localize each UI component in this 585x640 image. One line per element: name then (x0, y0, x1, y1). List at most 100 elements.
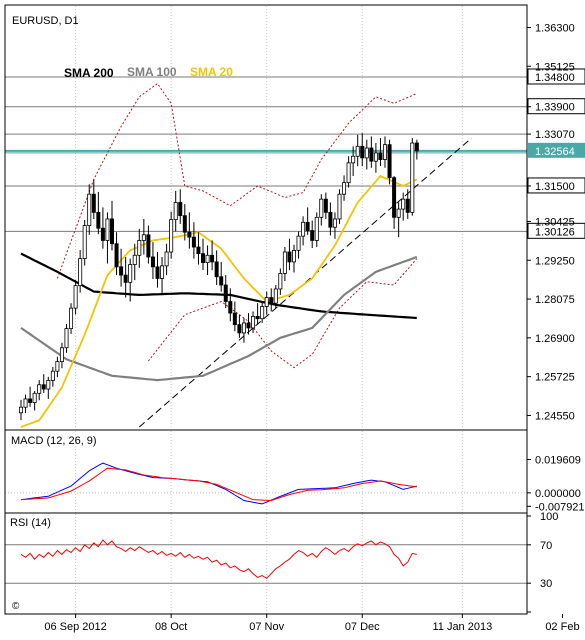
candle-body (37, 384, 42, 394)
level-label: 1.31500 (535, 181, 575, 193)
level-label-box (527, 68, 585, 85)
candle-body (28, 398, 33, 403)
candle (405, 189, 410, 219)
candle-body (392, 177, 397, 218)
candle-body (342, 182, 347, 195)
candle-body (255, 315, 260, 320)
candle-body (182, 215, 187, 233)
level-label: 1.34800 (535, 72, 575, 84)
candle (160, 256, 165, 294)
candle (123, 256, 128, 298)
candle (246, 313, 251, 335)
current-price-box (528, 142, 585, 158)
candle (69, 303, 74, 334)
candle-body (100, 227, 105, 241)
candle-body (314, 216, 319, 241)
candle (401, 192, 406, 221)
candle (64, 323, 69, 353)
candle (223, 275, 228, 309)
candle-body (50, 370, 55, 381)
bollinger-lower-band (148, 258, 418, 369)
rsi-tick-label: 70 (540, 540, 552, 552)
candle (282, 247, 287, 282)
macd-panel (5, 462, 527, 505)
rsi-tick-label: 30 (540, 578, 552, 590)
candle-body (123, 274, 128, 283)
candle-body (164, 251, 169, 267)
candle (187, 212, 192, 249)
candle (387, 139, 392, 185)
candle (291, 244, 296, 273)
x-tick-label: 11 Jan 2013 (432, 621, 492, 633)
level-label: 1.33900 (535, 102, 575, 114)
x-tick-label: 08 Oct (155, 621, 187, 633)
candle (96, 191, 101, 235)
candle-body (382, 144, 387, 160)
candle-body (405, 198, 410, 213)
candle (360, 133, 365, 167)
candle (328, 202, 333, 236)
candle (228, 288, 233, 322)
candle-body (214, 261, 219, 278)
legend-sma-20: SMA 20 (190, 65, 233, 79)
candle-body (278, 273, 283, 290)
candle-body (64, 328, 69, 349)
candle (364, 139, 369, 170)
candle (214, 250, 219, 286)
macd-title: MACD (12, 26, 9) (11, 435, 97, 447)
candle-body (132, 254, 137, 265)
price-tick-label: 1.24550 (535, 410, 575, 422)
current-price-label: 1.32564 (535, 146, 575, 158)
x-tick-label: 02 Feb (545, 621, 579, 633)
candle-body (219, 276, 224, 286)
candle-body (210, 254, 215, 263)
x-tick-label: 06 Sep 2012 (44, 621, 106, 633)
candle (305, 207, 310, 235)
sma-200-line (20, 252, 417, 320)
candle (191, 222, 196, 259)
candle-body (55, 361, 60, 372)
candle (78, 250, 83, 293)
candle (46, 376, 51, 399)
macd-tick-label: -0.007921 (535, 501, 585, 513)
candle (269, 288, 274, 312)
candle (173, 190, 178, 232)
candle (155, 251, 160, 288)
macd-series-line (20, 462, 417, 505)
candle (128, 258, 133, 302)
rsi-line (20, 539, 417, 580)
level-label: 1.33070 (535, 129, 575, 141)
candle (100, 207, 105, 249)
candle (373, 143, 378, 173)
candle (23, 394, 28, 414)
candle-body (301, 221, 306, 237)
candle-body (246, 322, 251, 329)
candle-body (73, 285, 78, 309)
rsi-title: RSI (14) (10, 517, 51, 529)
candle (296, 231, 301, 259)
candle-body (69, 307, 74, 330)
candle-body (178, 202, 183, 217)
candle-body (155, 266, 160, 279)
candle-body (187, 231, 192, 238)
frame-layer (4, 4, 528, 615)
macd-tick-label: 0.019609 (535, 455, 581, 467)
candle (210, 240, 215, 271)
candle (219, 261, 224, 292)
candle (351, 146, 356, 177)
candle-body (82, 225, 87, 260)
candle-body (269, 297, 274, 304)
candle-body (328, 211, 333, 228)
candle-body (282, 251, 287, 274)
candle-body (337, 193, 342, 220)
candle-body (232, 312, 237, 326)
candle (319, 194, 324, 226)
candle-body (346, 162, 351, 184)
candle (178, 189, 183, 224)
candle-body (387, 144, 392, 179)
candle-body (78, 258, 83, 287)
candle-body (110, 218, 115, 245)
price-tick-label: 1.30425 (535, 216, 575, 228)
